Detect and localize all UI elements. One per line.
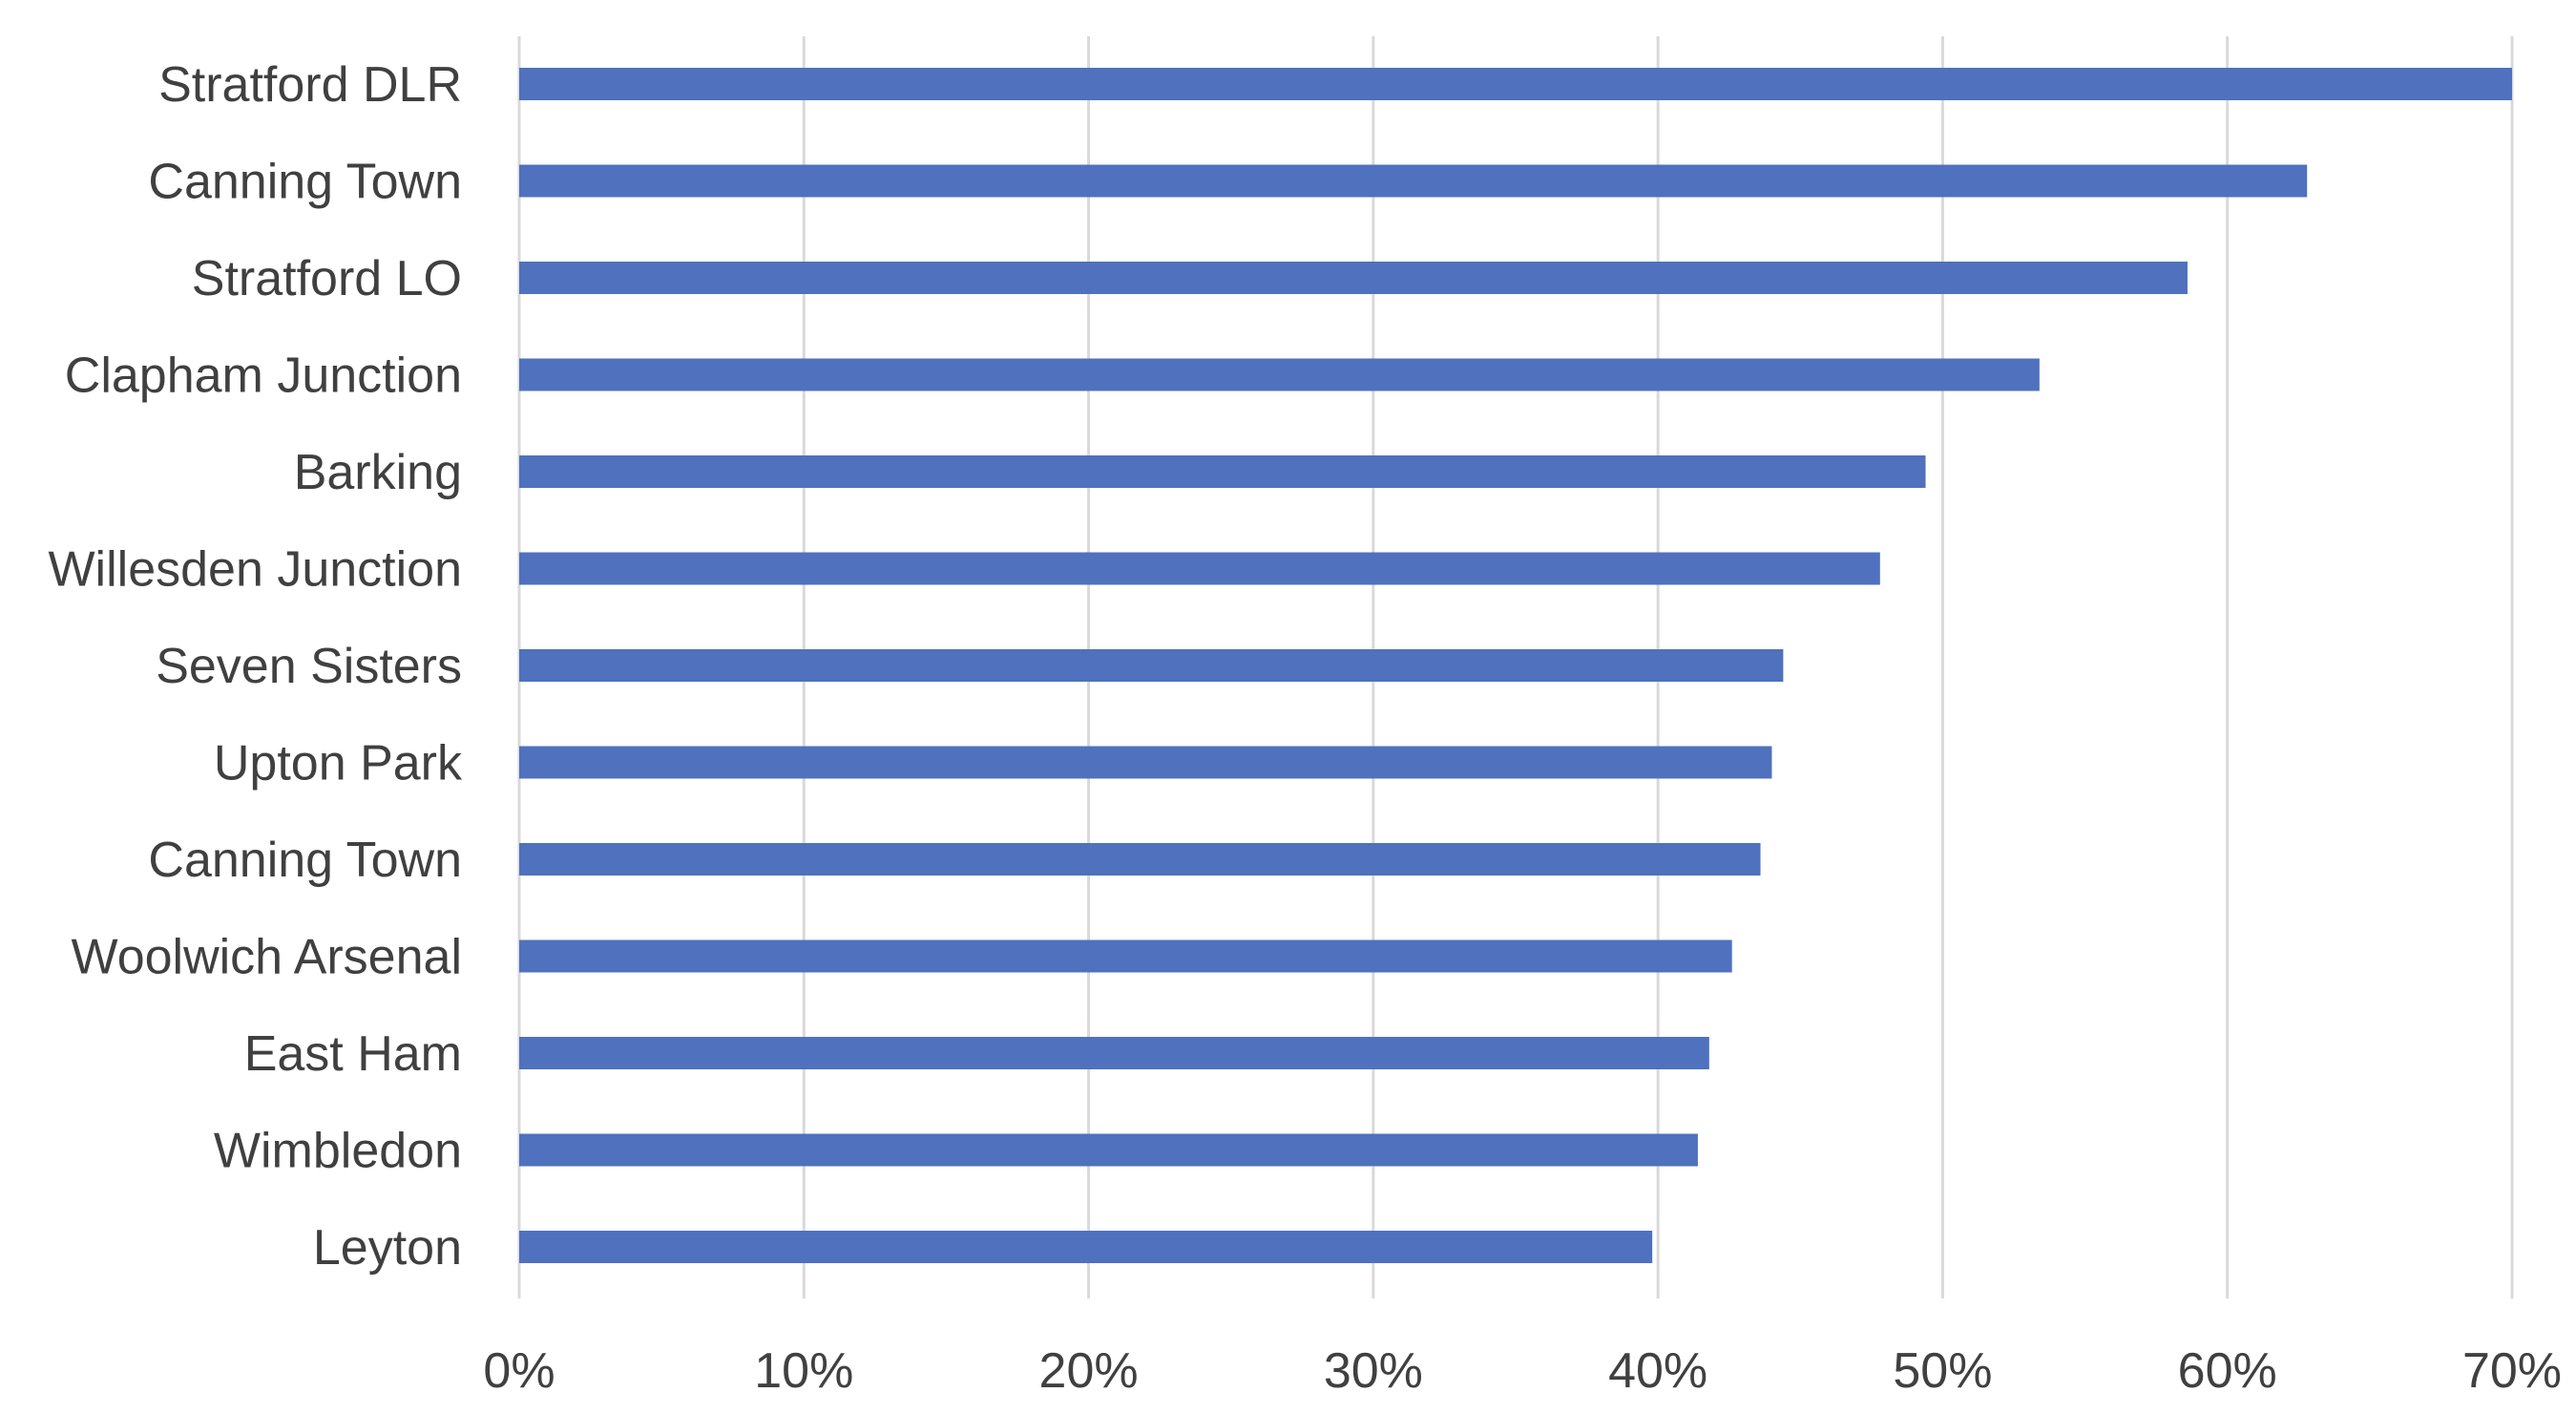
category-label: Seven Sisters [156, 639, 462, 694]
category-label: Stratford DLR [158, 57, 462, 113]
category-label: East Ham [244, 1026, 462, 1082]
category-label: Leyton [313, 1220, 462, 1276]
bar [519, 843, 1761, 876]
category-label: Clapham Junction [65, 348, 462, 404]
category-label: Wimbledon [214, 1124, 462, 1179]
x-axis-tick-labels: 0% 10% 20% 30% 40% 50% 60% 70% [483, 1343, 2562, 1399]
bar [519, 1037, 1709, 1069]
category-labels: Stratford DLR Canning Town Stratford LO Cla… [48, 57, 463, 1276]
category-label: Barking [294, 445, 462, 500]
x-tick-label: 30% [1324, 1343, 1423, 1399]
bar-layer [519, 68, 2512, 1263]
category-label: Woolwich Arsenal [72, 930, 462, 985]
bar [519, 1231, 1653, 1263]
category-label: Willesden Junction [48, 542, 462, 598]
category-label: Stratford LO [192, 251, 462, 306]
x-tick-label: 0% [483, 1343, 555, 1399]
bar [519, 68, 2512, 100]
x-tick-label: 60% [2178, 1343, 2277, 1399]
bar [519, 358, 2040, 391]
bar [519, 164, 2308, 198]
bar [519, 1133, 1698, 1167]
x-tick-label: 40% [1608, 1343, 1707, 1399]
bar [519, 552, 1880, 585]
bar [519, 939, 1732, 973]
category-label: Canning Town [148, 833, 462, 888]
x-tick-label: 50% [1893, 1343, 1992, 1399]
bar [519, 455, 1926, 488]
category-label: Canning Town [148, 155, 462, 210]
x-tick-label: 20% [1039, 1343, 1139, 1399]
bar [519, 649, 1784, 682]
x-tick-label: 70% [2462, 1343, 2562, 1399]
bar [519, 262, 2188, 294]
x-tick-label: 10% [754, 1343, 853, 1399]
bar [519, 746, 1772, 779]
category-label: Upton Park [214, 736, 463, 791]
